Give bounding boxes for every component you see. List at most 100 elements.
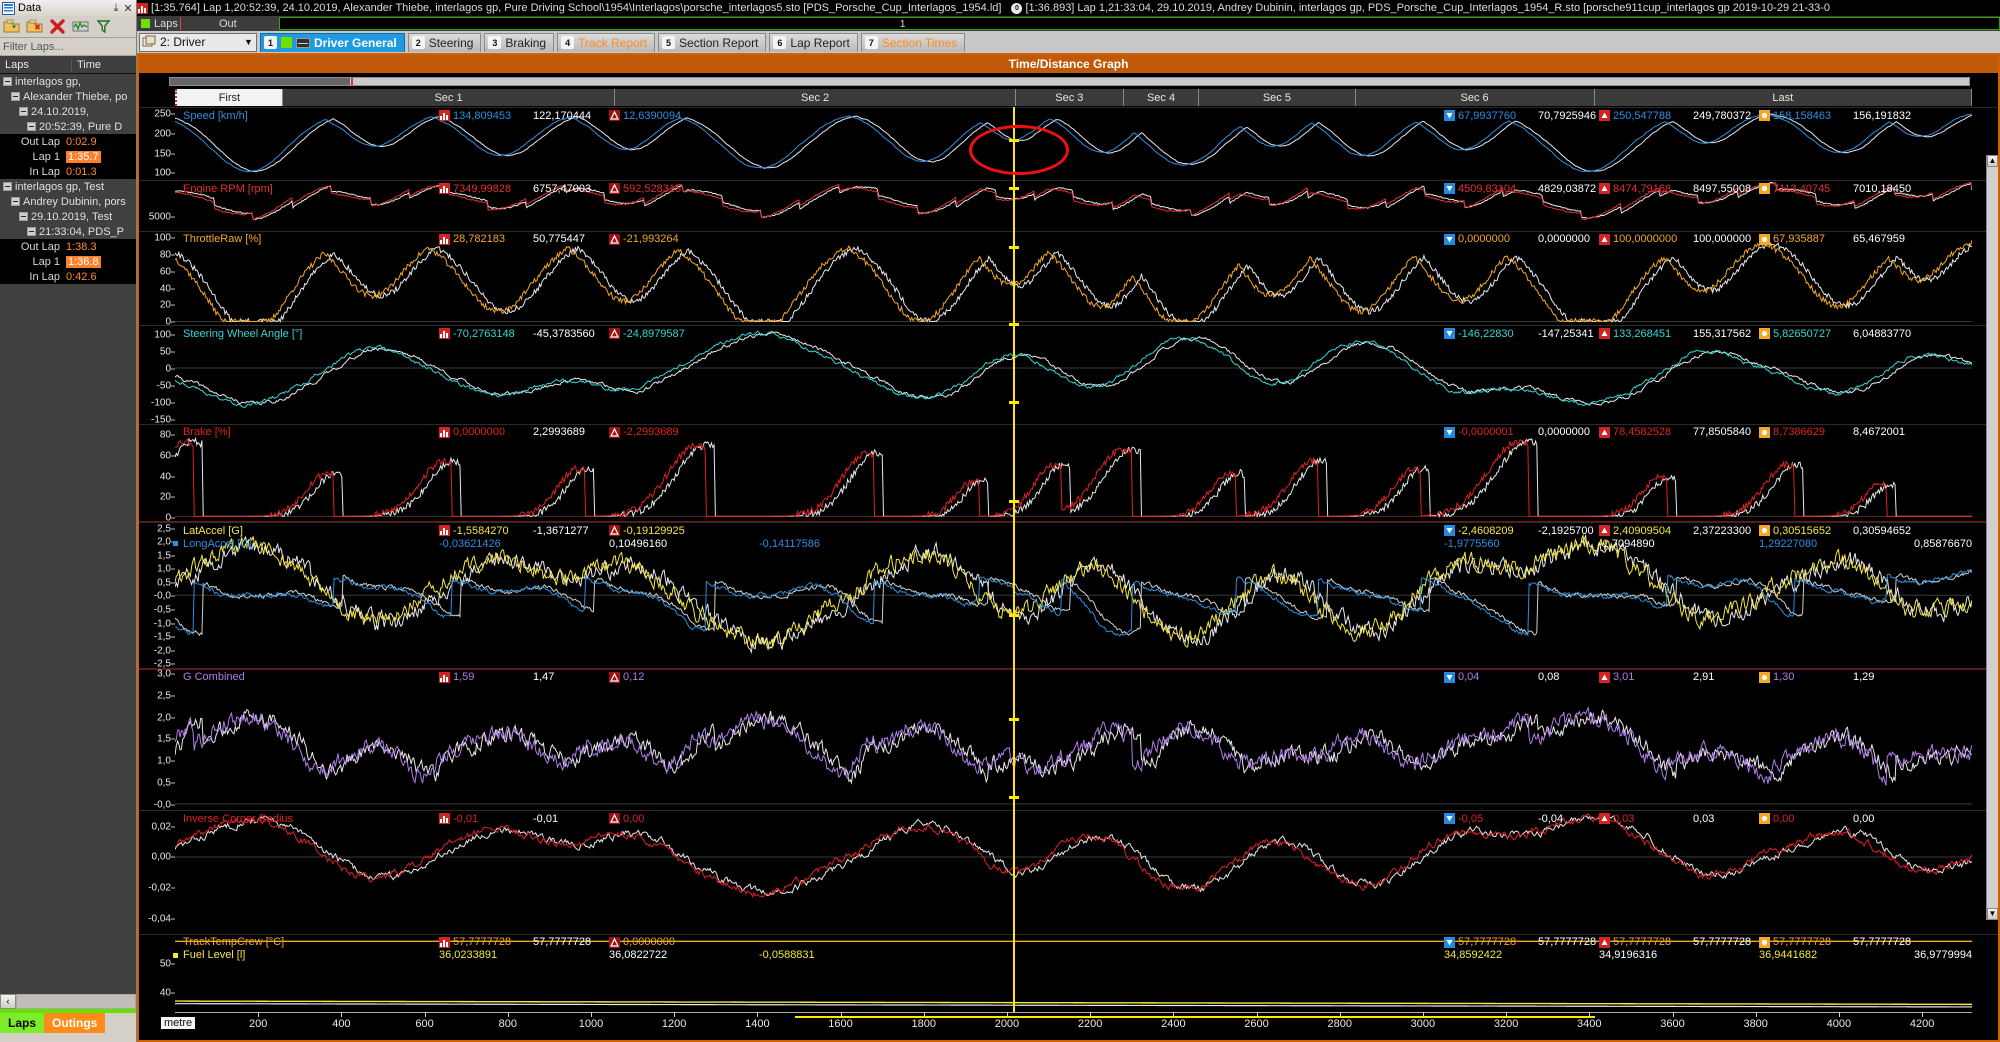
section-first[interactable]: First [175, 89, 283, 106]
delete-red-x-icon[interactable] [49, 18, 66, 35]
selected-range-bar[interactable] [794, 1016, 1595, 1018]
plot-brake[interactable]: 0 20 40 60 80 Brake [%] 0,0000000 2,2993689 -2,2… [139, 423, 1998, 524]
chevron-down-icon[interactable]: ▼ [244, 37, 253, 47]
filter-laps-input[interactable]: Filter Laps... [0, 38, 136, 56]
scroll-track[interactable] [16, 994, 136, 1009]
tree-horizontal-scrollbar[interactable]: ‹ [0, 994, 136, 1009]
laps-bar-laps-segment[interactable]: Laps [137, 16, 178, 31]
tree-group-row[interactable]: interlagos gp, Test [0, 179, 136, 194]
workspace-select[interactable]: 2: Driver ▼ [139, 32, 257, 52]
lap-progress-bar[interactable]: 1 [278, 17, 2000, 30]
tab-laps[interactable]: Laps [0, 1013, 45, 1033]
expander-minus-icon[interactable] [27, 227, 36, 236]
laps-bar-out-label[interactable]: Out [218, 17, 237, 30]
section-sec-1[interactable]: Sec 1 [282, 89, 616, 106]
plot-accel[interactable]: -2,5 -2,0 -1,5 -1,0 -0,5 -0,0 0,5 1,0 1,5 2,0 2,5 L… [139, 522, 1998, 670]
tree-group-row[interactable]: 21:33:04, PDS_P [0, 224, 136, 239]
lap-divider [179, 17, 181, 30]
tree-lap-row[interactable]: In Lap 0:01.3 [0, 164, 136, 179]
open-folder-icon[interactable] [3, 18, 20, 35]
lap-time: 1:38.3 [66, 240, 97, 253]
plot-tracktempfuel[interactable]: 40 50 TrackTempCrew [°C] 57,7777728 57,77777… [139, 933, 1998, 1012]
tab-steering[interactable]: 2 Steering [407, 32, 482, 52]
graph-horizontal-scrollbar[interactable] [169, 77, 1970, 86]
scroll-up-icon[interactable]: ▲ [1987, 155, 1998, 167]
trace-canvas-accel[interactable] [175, 523, 1972, 667]
section-last[interactable]: Last [1594, 89, 1972, 106]
trace-canvas-brake[interactable] [175, 425, 1972, 521]
tree-group-row[interactable]: Andrey Dubinin, pors [0, 194, 136, 209]
laps-overview-bar[interactable]: Laps Out 1 [137, 16, 2000, 31]
expander-minus-icon[interactable] [19, 212, 28, 221]
section-sec-2[interactable]: Sec 2 [615, 89, 1016, 106]
tree-group-row[interactable]: 29.10.2019, Test [0, 209, 136, 224]
tab-number: 3 [488, 36, 502, 49]
expander-minus-icon[interactable] [11, 197, 20, 206]
close-icon[interactable]: ✕ [123, 2, 133, 15]
tree-lap-row[interactable]: In Lap 0:42.6 [0, 269, 136, 284]
tree-group-row[interactable]: interlagos gp, [0, 74, 136, 89]
open-folder-red-icon[interactable] [26, 18, 43, 35]
expander-minus-icon[interactable] [27, 122, 36, 131]
trace-canvas-tracktempfuel[interactable] [175, 935, 1972, 1012]
y-tick-mark [171, 237, 175, 239]
section-sec-5[interactable]: Sec 5 [1199, 89, 1356, 106]
loaded-file-entry-b[interactable]: 0 [1:36.893] Lap 1,21:33:04, 29.10.2019,… [1011, 2, 1830, 14]
section-sec-3[interactable]: Sec 3 [1015, 89, 1124, 106]
tab-lap-report[interactable]: 6 Lap Report [769, 32, 858, 52]
tree-lap-row[interactable]: Lap 1 1:36.8 [0, 254, 136, 269]
tree-group-row[interactable]: 20:52:39, Pure D [0, 119, 136, 134]
trace-canvas-speed[interactable] [175, 108, 1972, 180]
plot-steeringwheelangle[interactable]: -150 -100 -50 0 50 100 Steering Wheel Angle [°… [139, 325, 1998, 426]
tab-section-times[interactable]: 7 Section Times [860, 32, 966, 52]
section-sec-4[interactable]: Sec 4 [1123, 89, 1200, 106]
green-square-icon [281, 37, 292, 48]
column-header-time[interactable]: Time [77, 58, 102, 71]
trace-canvas-steeringwheelangle[interactable] [175, 326, 1972, 423]
tree-group-row[interactable]: Alexander Thiebe, po [0, 89, 136, 104]
tree-lap-row[interactable]: Lap 1 1:35.7 [0, 149, 136, 164]
trace-canvas-enginerpm[interactable] [175, 181, 1972, 230]
lap-name: Out Lap [20, 240, 60, 253]
column-header-laps[interactable]: Laps [0, 58, 72, 71]
waveform-icon[interactable] [72, 18, 89, 35]
y-tick-mark [171, 476, 175, 478]
tab-outings[interactable]: Outings [44, 1013, 106, 1033]
plot-inversecornerradius[interactable]: -0,04 -0,02 0,00 0,02 Inverse Corner Radius -… [139, 810, 1998, 934]
tab-driver-general[interactable]: 1 Driver General [260, 32, 405, 52]
tab-track-report[interactable]: 4 Track Report [557, 32, 656, 52]
plot-gcombined[interactable]: -0,0 0,5 1,0 1,5 2,0 2,5 3,0 G Combined 1,59 1,47… [139, 669, 1998, 810]
trace-canvas-inversecornerradius[interactable] [175, 811, 1972, 934]
section-label: First [218, 91, 241, 104]
expander-minus-icon[interactable] [3, 77, 12, 86]
section-sec-6[interactable]: Sec 6 [1355, 89, 1595, 106]
expander-minus-icon[interactable] [11, 92, 20, 101]
expander-minus-icon[interactable] [3, 182, 12, 191]
pin-icon[interactable]: ⤓ [113, 1, 119, 14]
loaded-file-entry-a[interactable]: [1:35.764] Lap 1,20:52:39, 24.10.2019, A… [137, 2, 1001, 14]
plot-throttleraw[interactable]: 0 20 40 60 80 100 ThrottleRaw [%] 28,782183 50,7… [139, 230, 1998, 328]
tab-braking[interactable]: 3 Braking [484, 32, 555, 52]
plot-speed[interactable]: 100 150 200 250 Speed [km/h] 134,809453 122,17… [139, 107, 1998, 180]
trace-canvas-gcombined[interactable] [175, 670, 1972, 810]
y-tick-label: -150 [150, 414, 171, 426]
filter-funnel-icon[interactable] [95, 18, 112, 35]
scroll-thumb[interactable] [170, 78, 350, 85]
plot-enginerpm[interactable]: 5000 Engine RPM [rpm] 7349,99828 6757,47003… [139, 180, 1998, 230]
graph-vertical-scrollbar[interactable]: ▲ ▼ [1986, 155, 1998, 920]
section-bar[interactable]: First Sec 1 Sec 2 Sec 3 Sec 4 Sec 5 Sec 6 Last [175, 89, 1972, 106]
graph-cursor[interactable] [1009, 107, 1020, 1012]
scroll-down-icon[interactable]: ▼ [1987, 908, 1998, 920]
scroll-left-icon[interactable]: ‹ [0, 994, 16, 1009]
y-tick-label: 0 [165, 316, 171, 328]
tree-group-row[interactable]: 24.10.2019, [0, 104, 136, 119]
expander-minus-icon[interactable] [19, 107, 28, 116]
trace-line [175, 1003, 1972, 1006]
tab-section-report[interactable]: 5 Section Report [658, 32, 767, 52]
tree-lap-row[interactable]: Out Lap 0:02.9 [0, 134, 136, 149]
trace-line [175, 114, 1972, 172]
y-tick-mark [171, 133, 175, 135]
tree-lap-row[interactable]: Out Lap 1:38.3 [0, 239, 136, 254]
trace-canvas-throttleraw[interactable] [175, 232, 1972, 326]
lap-tree[interactable]: interlagos gp, Alexander Thiebe, po 24.10.… [0, 74, 136, 994]
